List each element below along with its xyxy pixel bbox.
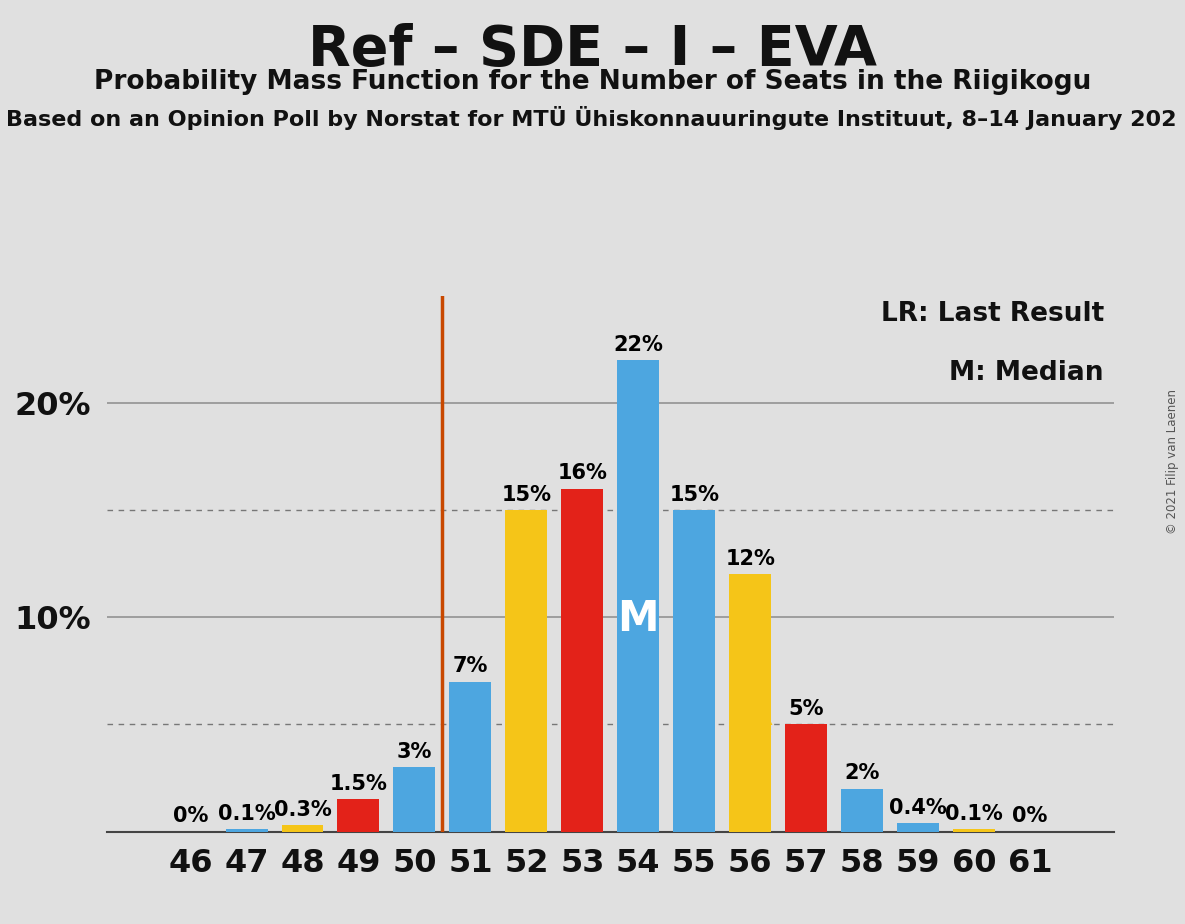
Text: Probability Mass Function for the Number of Seats in the Riigikogu: Probability Mass Function for the Number… [94,69,1091,95]
Text: 22%: 22% [614,334,664,355]
Text: 0.1%: 0.1% [946,804,1003,824]
Text: 3%: 3% [397,742,433,762]
Text: 12%: 12% [725,549,775,569]
Bar [562,489,603,832]
Text: 0%: 0% [173,807,209,826]
Text: 2%: 2% [845,763,879,784]
Bar [225,830,268,832]
Text: 0%: 0% [1012,807,1048,826]
Text: 15%: 15% [501,485,551,505]
Bar [841,789,883,832]
Text: M: Median: M: Median [949,360,1103,386]
Text: 0.3%: 0.3% [274,800,332,820]
Text: © 2021 Filip van Laenen: © 2021 Filip van Laenen [1166,390,1179,534]
Bar [338,799,379,832]
Text: Ref – SDE – I – EVA: Ref – SDE – I – EVA [308,23,877,77]
Text: 1.5%: 1.5% [329,774,387,794]
Bar [897,823,939,832]
Text: 0.4%: 0.4% [889,797,947,818]
Text: Based on an Opinion Poll by Norstat for MTÜ Ühiskonnauuringute Instituut, 8–14 J: Based on an Opinion Poll by Norstat for … [6,106,1177,130]
Text: 0.1%: 0.1% [218,804,275,824]
Bar [393,767,435,832]
Bar [953,830,995,832]
Text: LR: LR [726,699,774,733]
Text: M: M [617,599,659,640]
Text: LR: Last Result: LR: Last Result [880,301,1103,327]
Text: 5%: 5% [788,699,824,719]
Text: 15%: 15% [670,485,719,505]
Bar [729,575,771,832]
Bar [282,825,324,832]
Bar [505,510,547,832]
Bar [786,724,827,832]
Bar [673,510,716,832]
Text: 7%: 7% [453,656,488,676]
Bar [617,360,659,832]
Text: 16%: 16% [557,463,607,483]
Bar [449,682,492,832]
